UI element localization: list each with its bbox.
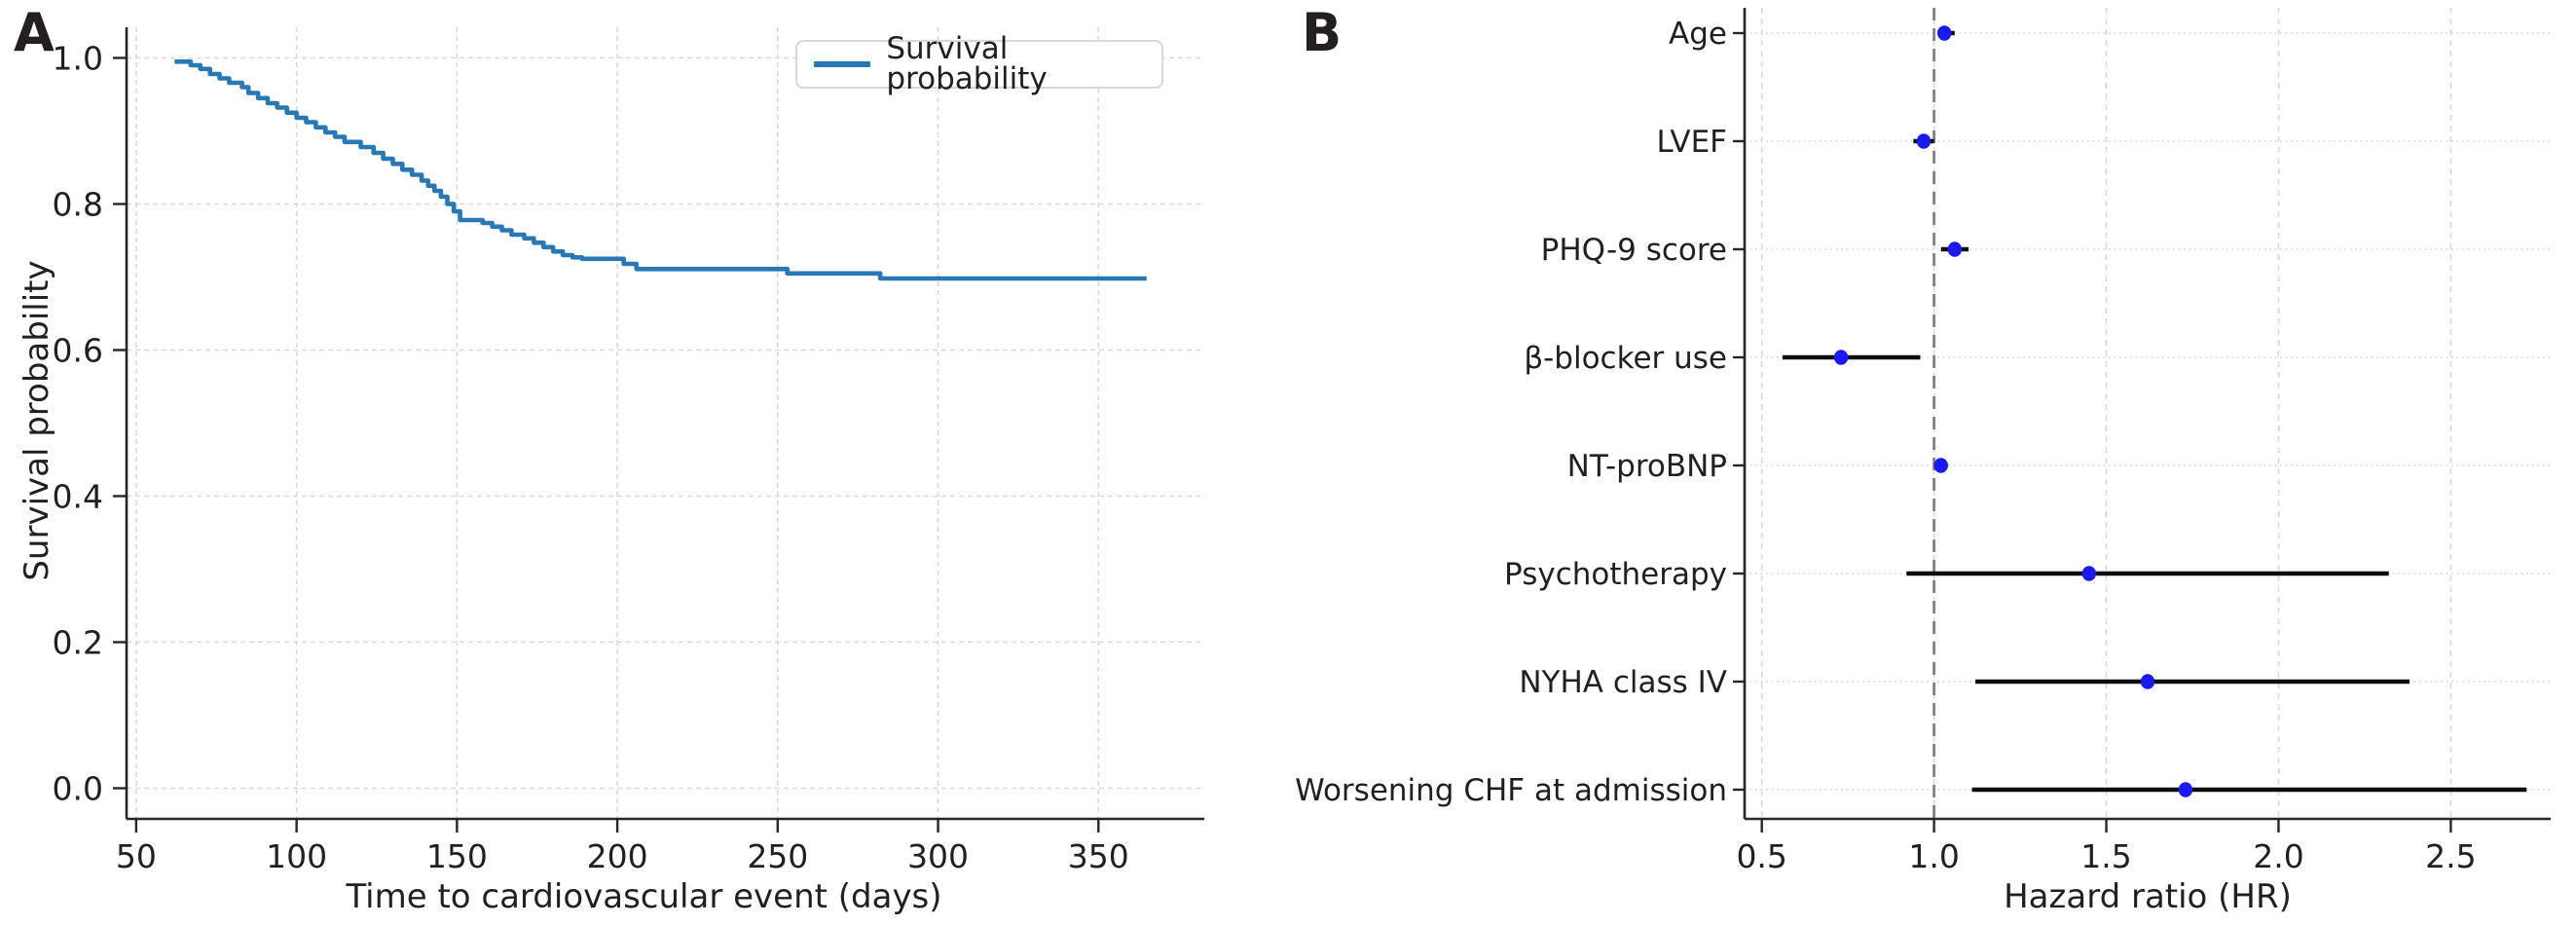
hazard-ratio-marker [2081,566,2097,581]
forest-row: Worsening CHF at admission [1295,773,2527,808]
hazard-ratio-marker [1937,25,1952,41]
km-chart: 50 100 150 200 250 300 350 0.0 0.2 0.4 0.6 0.8 1.0 [53,27,1204,875]
legend-line-swatch [814,61,871,67]
panel-a-km-plot: 50 100 150 200 250 300 350 0.0 0.2 0.4 0.6 0.8 1.0 A… [14,2,1204,916]
forest-row-label: Age [1669,17,1727,52]
legend-label: Survival probability [886,31,1048,96]
forest-row-label: LVEF [1657,125,1728,160]
forest-chart: 0.5 1.0 1.5 2.0 2.5 Age LVEF PHQ-9 score β-block… [1295,8,2551,875]
hazard-ratio-marker [2140,674,2155,689]
forest-row-label: β-blocker use [1524,341,1727,376]
forest-row: PHQ-9 score [1541,233,1969,268]
forest-row-label: PHQ-9 score [1541,233,1727,268]
km-survival-curve [174,59,1147,281]
forest-row-label: NYHA class IV [1519,665,1727,700]
forest-x-tick-label: 1.0 [1908,837,1959,875]
km-y-axis-title: Survival probability [18,260,56,581]
km-axes: 50 100 150 200 250 300 350 0.0 0.2 0.4 0.6 0.8 1.0 [53,27,1204,875]
forest-row: LVEF [1657,125,1934,160]
km-x-tick-label: 200 [587,837,648,875]
km-x-tick-label: 250 [747,837,808,875]
forest-x-tick-label: 1.5 [2080,837,2131,875]
km-x-tick-label: 150 [426,837,488,875]
forest-row: NT-proBNP [1567,449,1948,484]
forest-row-label: Psychotherapy [1504,557,1727,592]
forest-x-tick-label: 2.0 [2253,837,2303,875]
forest-gridlines [1745,8,2551,819]
km-y-tick-label: 1.0 [53,40,103,78]
km-y-tick-label: 0.4 [53,478,103,516]
km-x-axis-title: Time to cardiovascular event (days) [346,877,942,916]
km-x-tick-label: 300 [907,837,969,875]
legend: Survival probability [795,34,1163,94]
panel-a-letter: A [14,2,55,63]
hazard-ratio-marker [1947,241,1963,257]
forest-x-tick-label: 2.5 [2425,837,2476,875]
km-x-tick-label: 50 [116,837,157,875]
km-y-tick-label: 0.6 [53,332,103,370]
km-y-tick-label: 0.0 [53,770,103,808]
forest-x-tick-label: 0.5 [1736,837,1786,875]
forest-axes: 0.5 1.0 1.5 2.0 2.5 [1736,8,2551,875]
km-x-tick-label: 100 [266,837,327,875]
forest-row: Psychotherapy [1504,557,2389,592]
forest-row-label: NT-proBNP [1567,449,1727,484]
panel-b-letter: B [1302,2,1343,63]
hazard-ratio-marker [2178,782,2193,797]
panel-b-forest-plot: 0.5 1.0 1.5 2.0 2.5 Age LVEF PHQ-9 score β-block… [1288,0,2576,926]
forest-row: β-blocker use [1524,341,1921,376]
km-x-tick-label: 350 [1068,837,1129,875]
forest-row: NYHA class IV [1519,665,2410,700]
hazard-ratio-marker [1933,458,1948,473]
forest-x-axis-title: Hazard ratio (HR) [2004,877,2292,916]
km-y-tick-label: 0.8 [53,186,103,224]
hazard-ratio-marker [1916,133,1932,149]
km-y-tick-label: 0.2 [53,624,103,662]
hazard-ratio-marker [1833,350,1849,365]
km-gridlines [127,27,1204,819]
forest-row-label: Worsening CHF at admission [1295,773,1727,808]
forest-row: Age [1669,17,1955,52]
